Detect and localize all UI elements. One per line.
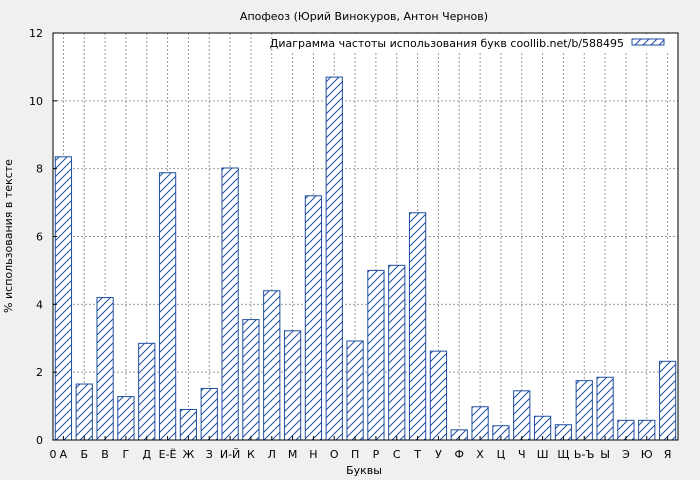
bar-А (54, 156, 73, 441)
x-tick-label: Щ (557, 448, 569, 461)
x-tick-label: М (288, 448, 298, 461)
x-tick-label: А (60, 448, 68, 461)
x-tick-label: Ы (600, 448, 610, 461)
legend: Диаграмма частоты использования букв coo… (270, 34, 675, 52)
x-tick-label: Д (142, 448, 151, 461)
x-tick-label: К (247, 448, 255, 461)
x-tick-label: Ш (537, 448, 549, 461)
bar-Ы (596, 376, 614, 441)
x-tick-label: Ф (455, 448, 464, 461)
legend-label: Диаграмма частоты использования букв coo… (270, 37, 624, 50)
bar-Г (117, 396, 135, 441)
x-tick-label: И-Й (220, 448, 240, 461)
bar-Х (471, 406, 489, 441)
x-tick-label: Э (622, 448, 630, 461)
y-axis: 0 2 4 6 8 10 12 (29, 27, 57, 447)
bar-Я (658, 360, 677, 441)
bar-С (388, 264, 406, 441)
x-tick-label: Ю (641, 448, 653, 461)
legend-box (280, 34, 675, 52)
x-axis-label: Буквы (346, 464, 382, 477)
y-tick-label: 12 (29, 27, 43, 40)
bar-Н (304, 195, 323, 441)
bar-К (242, 319, 260, 441)
bar-М (283, 330, 302, 441)
chart-title: Апофеоз (Юрий Винокуров, Антон Чернов) (240, 10, 488, 23)
x-tick-label: Ь-Ъ (574, 448, 595, 461)
bar-О (325, 76, 343, 441)
x-tick-label: 0 (50, 448, 57, 461)
bar-Т (408, 212, 427, 441)
y-tick-label: 4 (36, 298, 43, 311)
x-tick-label: С (393, 448, 401, 461)
bar-Ь-Ъ (575, 380, 593, 441)
x-tick-label: Р (373, 448, 380, 461)
bar-Ж (179, 408, 198, 441)
x-tick-label: П (351, 448, 359, 461)
x-tick-label: Н (309, 448, 317, 461)
bar-В (96, 297, 114, 441)
x-tick-label: Г (123, 448, 130, 461)
x-tick-label: О (330, 448, 339, 461)
bar-Б (75, 383, 93, 441)
bar-И-Й (221, 167, 239, 441)
bar-У (429, 350, 448, 441)
x-tick-label: Б (80, 448, 88, 461)
y-tick-label: 10 (29, 95, 43, 108)
grid-lines (53, 33, 678, 440)
x-tick-label: Ч (518, 448, 526, 461)
x-tick-label: Ж (182, 448, 194, 461)
x-tick-label: Л (268, 448, 276, 461)
bar-З (200, 387, 218, 441)
x-tick-label: Х (476, 448, 484, 461)
bar-Л (263, 290, 281, 441)
y-tick-label: 2 (36, 366, 43, 379)
x-tick-label: Т (413, 448, 421, 461)
bar-Д (138, 342, 156, 441)
x-tick-label: У (435, 448, 442, 461)
x-tick-label: З (206, 448, 213, 461)
bar-П (346, 340, 364, 441)
y-tick-label: 0 (36, 434, 43, 447)
x-tick-label: Ц (497, 448, 506, 461)
x-tick-label: Я (664, 448, 672, 461)
x-axis: 0 А Б В Г Д Е-Ё Ж З И-Й К Л М Н О П Р С Т У Ф Х Ц Ч Ш Щ Ь-Ъ Ы Э Ю Я (50, 436, 672, 461)
y-tick-label: 6 (36, 231, 43, 244)
legend-swatch (631, 38, 665, 46)
bar-Е-Ё (158, 172, 177, 441)
bar-Ч (513, 390, 531, 441)
x-tick-label: В (101, 448, 109, 461)
y-axis-label: % использования в тексте (2, 159, 15, 313)
x-tick-label: Е-Ё (159, 448, 177, 461)
bars (54, 76, 677, 441)
bar-Р (367, 269, 385, 441)
y-tick-label: 8 (36, 163, 43, 176)
